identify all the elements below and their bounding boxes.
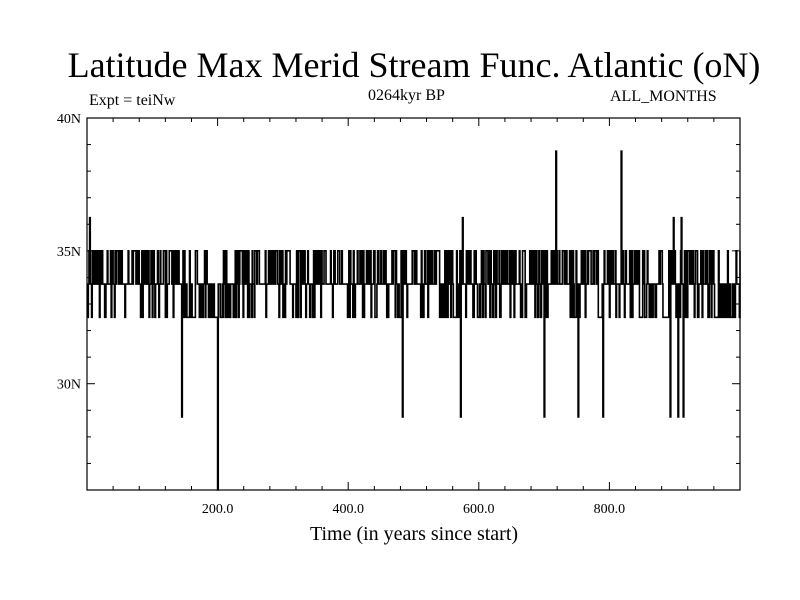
series-layer bbox=[86, 150, 741, 491]
x-tick-label: 400.0 bbox=[332, 502, 364, 517]
y-tick-label: 35N bbox=[57, 245, 81, 260]
x-tick-label: 200.0 bbox=[202, 502, 234, 517]
chart-subtitle: 0264kyr BP bbox=[368, 87, 445, 104]
period-label: ALL_MONTHS bbox=[610, 88, 717, 105]
series-line bbox=[86, 150, 741, 491]
tick-layer: 200.0 400.0 600.0 800.0 30N 35N 40N bbox=[57, 112, 741, 517]
chart-title: Latitude Max Merid Stream Func. Atlantic… bbox=[67, 45, 761, 85]
y-tick-label: 40N bbox=[57, 112, 81, 127]
x-axis-label: Time (in years since start) bbox=[309, 523, 519, 545]
y-tick-label: 30N bbox=[57, 378, 81, 393]
experiment-label: Expt = teiNw bbox=[89, 92, 176, 109]
x-tick-label: 800.0 bbox=[594, 502, 626, 517]
x-tick-label: 600.0 bbox=[463, 502, 495, 517]
